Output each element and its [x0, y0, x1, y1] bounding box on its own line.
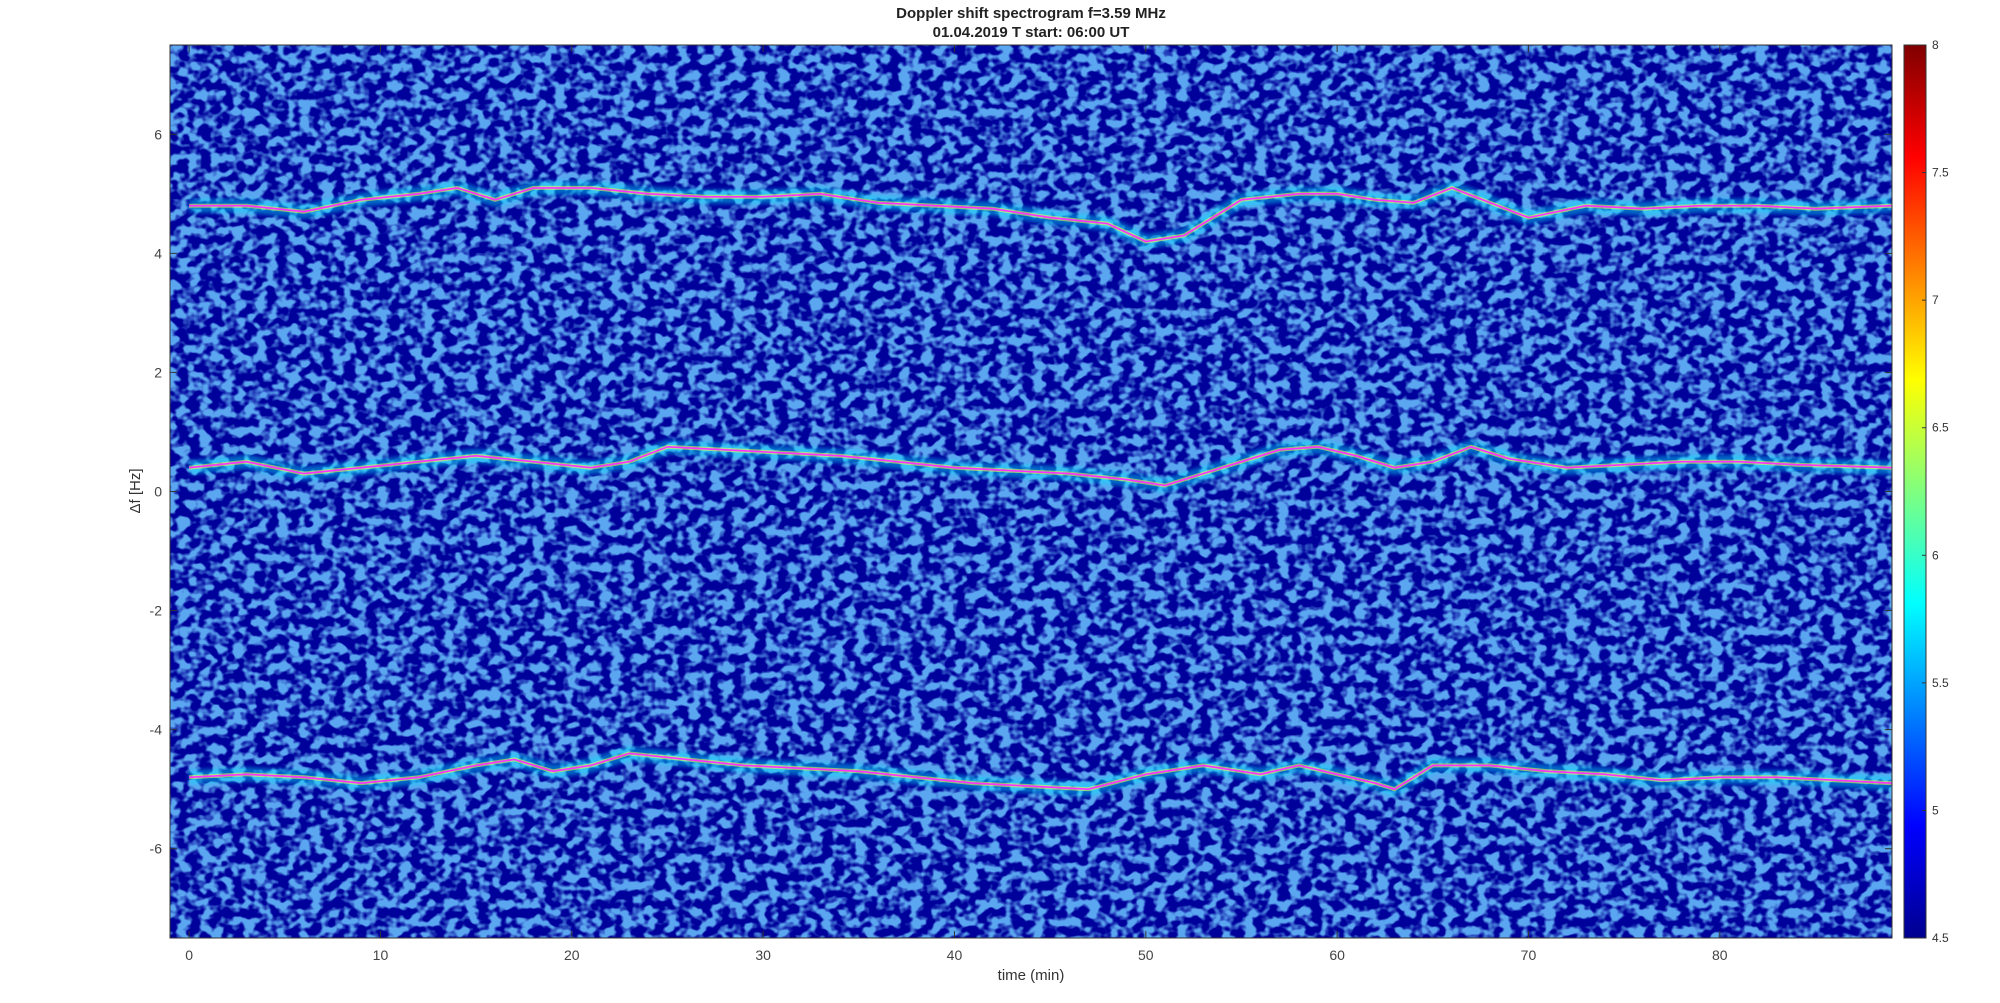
- trace-line-1: [189, 187, 1892, 243]
- y-tick-label: 4: [154, 245, 162, 261]
- x-tick-label: 50: [1138, 947, 1154, 963]
- colorbar-tick-label: 6.5: [1932, 421, 1949, 435]
- colorbar-gradient: [1903, 44, 1927, 939]
- colorbar-tick-label: 6: [1932, 548, 1939, 562]
- x-tick-label: 10: [373, 947, 389, 963]
- colorbar-tick-label: 5.5: [1932, 676, 1949, 690]
- trace-line-2: [189, 445, 1892, 487]
- x-tick-label: 20: [564, 947, 580, 963]
- y-axis-label: Δf [Hz]: [127, 468, 144, 513]
- x-tick-label: 40: [947, 947, 963, 963]
- colorbar-ticks: 4.5 5 5.5 6 6.5 7 7.5 8: [1922, 38, 1949, 945]
- chart-subtitle: 01.04.2019 T start: 06:00 UT: [933, 24, 1130, 41]
- x-axis: 0 10 20 30 40 50 60 70 80: [185, 45, 1728, 963]
- x-axis-label: time (min): [998, 967, 1065, 984]
- colorbar: 4.5 5 5.5 6 6.5 7 7.5 8: [1903, 38, 1949, 945]
- y-tick-label: 6: [154, 126, 162, 142]
- trace-group: [188, 180, 1892, 797]
- colorbar-tick-label: 7: [1932, 293, 1939, 307]
- x-tick-label: 70: [1521, 947, 1537, 963]
- y-tick-label: -6: [150, 841, 163, 857]
- trace-line-3: [189, 752, 1892, 791]
- spectrogram-noise: [170, 45, 1892, 938]
- y-axis: -6 -4 -2 0 2 4 6: [150, 126, 1892, 857]
- colorbar-tick-label: 5: [1932, 803, 1939, 817]
- x-tick-label: 30: [755, 947, 771, 963]
- y-tick-label: 0: [154, 484, 162, 500]
- colorbar-tick-label: 7.5: [1932, 166, 1949, 180]
- x-tick-label: 0: [185, 947, 193, 963]
- x-tick-label: 60: [1329, 947, 1345, 963]
- chart-title: Doppler shift spectrogram f=3.59 MHz: [896, 5, 1166, 22]
- y-tick-label: -4: [150, 722, 163, 738]
- y-tick-label: 2: [154, 364, 162, 380]
- colorbar-tick-label: 8: [1932, 38, 1939, 52]
- plot-area: [169, 44, 1893, 939]
- y-tick-label: -2: [150, 603, 163, 619]
- x-tick-label: 80: [1712, 947, 1728, 963]
- colorbar-tick-label: 4.5: [1932, 931, 1949, 945]
